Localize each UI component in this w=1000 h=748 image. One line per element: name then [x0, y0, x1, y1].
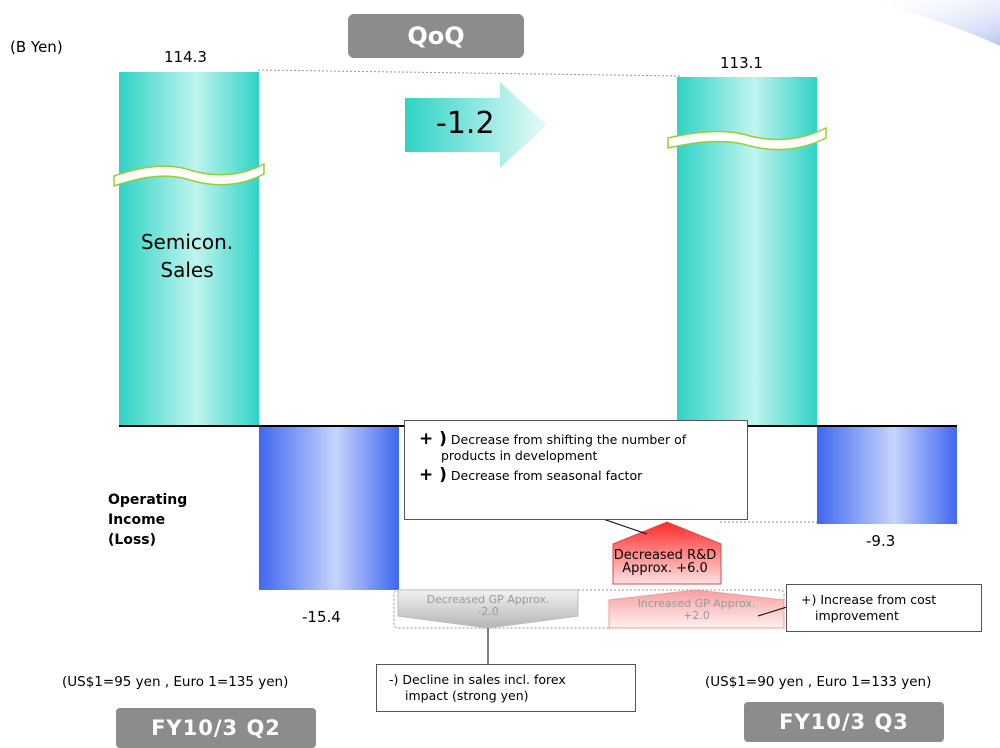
rd-callout-bullet1: + ) — [419, 429, 447, 449]
qoq-arrow — [405, 82, 547, 168]
period-badge-q3: FY10/3 Q3 — [744, 702, 944, 742]
sales-series-label: Semicon. Sales — [132, 228, 242, 284]
axis-break-q2 — [113, 162, 265, 188]
value-label-operating-q2: -15.4 — [302, 608, 341, 626]
sales-series-label-line2: Sales — [160, 258, 214, 282]
rd-callout-box: + ) Decrease from shifting the number of… — [404, 420, 748, 520]
bridge-decreased-gp-label-line1: Decreased GP Approx. — [426, 593, 550, 606]
rd-callout-text1b: products in development — [441, 448, 598, 463]
qoq-delta-label: -1.2 — [436, 106, 495, 141]
cost-callout-pointer — [757, 605, 791, 617]
sales-callout-box: -) Decline in sales incl. forex impact (… — [376, 664, 636, 712]
bar-sales-q3 — [677, 77, 817, 426]
qoq-badge: QoQ — [348, 14, 524, 58]
rd-callout-pointer — [599, 517, 648, 535]
bridge-decreased-rd-label-line2: Approx. +6.0 — [622, 561, 708, 576]
period-badge-q2: FY10/3 Q2 — [116, 708, 316, 748]
sales-callout-text2: impact (strong yen) — [405, 688, 529, 703]
bridge-decreased-rd — [612, 521, 722, 585]
rd-callout-bullet2: + ) — [419, 465, 447, 485]
sales-callout-text1: -) Decline in sales incl. forex — [389, 672, 566, 687]
cost-callout-text2: improvement — [815, 608, 899, 623]
unit-label: (B Yen) — [10, 38, 63, 56]
rd-callout-text1a: Decrease from shifting the number of — [450, 432, 687, 447]
operating-series-label: Operating Income (Loss) — [108, 490, 187, 550]
value-label-operating-q3: -9.3 — [866, 532, 896, 550]
bridge-increased-gp — [608, 589, 785, 629]
operating-series-label-line2: Income — [108, 512, 166, 528]
operating-series-label-line1: Operating — [108, 492, 188, 508]
sales-series-label-line1: Semicon. — [140, 230, 234, 254]
sales-connector-line — [257, 69, 681, 77]
corner-decoration — [860, 0, 1000, 46]
bridge-decreased-gp-label-line2: -2.0 — [477, 605, 499, 618]
rate-q3: (US$1=90 yen , Euro 1=133 yen) — [705, 674, 932, 690]
bar-sales-q2 — [119, 72, 259, 426]
axis-break-q3 — [667, 126, 827, 151]
bridge-increased-gp-label-line1: Increased GP Approx. — [637, 597, 756, 610]
rd-callout-row2: + ) Decrease from seasonal factor — [419, 467, 747, 484]
bridge-decreased-rd-label: Decreased R&D Approx. +6.0 — [609, 549, 721, 575]
rd-callout-text2: Decrease from seasonal factor — [450, 468, 643, 483]
cost-callout-text1: +) Increase from cost — [801, 592, 937, 607]
rate-q2: (US$1=95 yen , Euro 1=135 yen) — [62, 674, 289, 690]
operating-series-label-line3: (Loss) — [108, 532, 157, 548]
bridge-increased-gp-label-line2: +2.0 — [683, 609, 710, 622]
bridge-decreased-rd-label-line1: Decreased R&D — [613, 548, 717, 563]
cost-callout-box: +) Increase from cost improvement — [786, 584, 982, 632]
bridge-increased-gp-label: Increased GP Approx. +2.0 — [609, 598, 784, 622]
bridge-decreased-gp — [397, 589, 579, 629]
bar-operating-q3 — [817, 426, 957, 524]
bridge-decreased-gp-label: Decreased GP Approx. -2.0 — [398, 594, 578, 618]
bar-operating-q2 — [259, 426, 399, 590]
value-label-sales-q2: 114.3 — [164, 48, 207, 66]
value-label-sales-q3: 113.1 — [720, 54, 763, 72]
rd-callout-row1: + ) Decrease from shifting the number of — [419, 431, 747, 448]
